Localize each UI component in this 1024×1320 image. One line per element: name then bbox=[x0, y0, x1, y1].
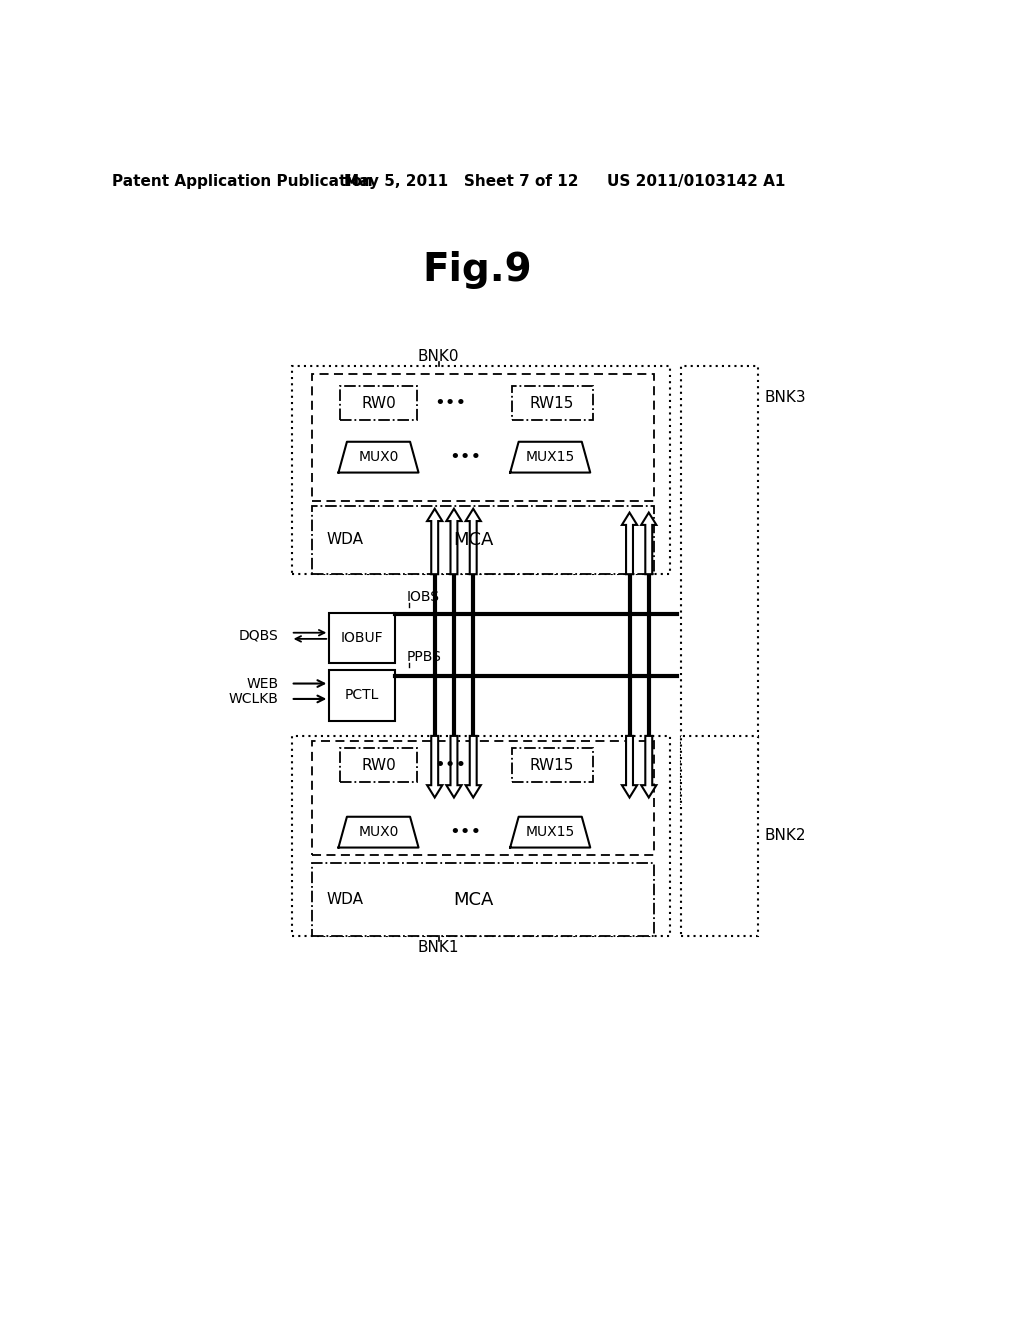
FancyArrow shape bbox=[427, 508, 442, 574]
Text: IOBUF: IOBUF bbox=[341, 631, 383, 644]
FancyArrow shape bbox=[466, 737, 481, 797]
Text: WCLKB: WCLKB bbox=[228, 692, 279, 706]
Text: PCTL: PCTL bbox=[345, 689, 379, 702]
Text: RW15: RW15 bbox=[529, 758, 573, 772]
Text: RW0: RW0 bbox=[361, 758, 396, 772]
Text: RW15: RW15 bbox=[529, 396, 573, 411]
Text: BNK3: BNK3 bbox=[764, 389, 806, 405]
FancyArrow shape bbox=[622, 512, 637, 574]
Text: •••: ••• bbox=[450, 449, 481, 466]
Text: BNK1: BNK1 bbox=[418, 940, 460, 956]
Polygon shape bbox=[339, 442, 419, 473]
Text: MCA: MCA bbox=[453, 531, 494, 549]
Text: MUX0: MUX0 bbox=[358, 825, 398, 840]
Text: MUX0: MUX0 bbox=[358, 450, 398, 465]
Text: WDA: WDA bbox=[327, 892, 364, 907]
Bar bbox=[292, 367, 670, 574]
Bar bbox=[311, 863, 654, 936]
FancyArrow shape bbox=[641, 512, 656, 574]
Bar bbox=[340, 385, 417, 420]
FancyArrow shape bbox=[446, 737, 462, 797]
Bar bbox=[681, 737, 758, 936]
Bar bbox=[512, 385, 593, 420]
Text: Fig.9: Fig.9 bbox=[422, 251, 531, 289]
Text: DQBS: DQBS bbox=[239, 628, 279, 643]
Text: •••: ••• bbox=[434, 756, 466, 774]
Polygon shape bbox=[510, 817, 590, 847]
Bar bbox=[340, 748, 417, 781]
Text: US 2011/0103142 A1: US 2011/0103142 A1 bbox=[607, 174, 785, 189]
Text: WEB: WEB bbox=[247, 677, 279, 690]
FancyArrow shape bbox=[427, 737, 442, 797]
Bar bbox=[330, 671, 394, 721]
Text: WDA: WDA bbox=[327, 532, 364, 546]
Text: PPBS: PPBS bbox=[407, 651, 441, 664]
Polygon shape bbox=[510, 442, 590, 473]
FancyArrow shape bbox=[622, 737, 637, 797]
Text: MUX15: MUX15 bbox=[525, 450, 574, 465]
Text: IOBS: IOBS bbox=[407, 590, 439, 605]
FancyArrow shape bbox=[466, 508, 481, 574]
FancyArrow shape bbox=[641, 737, 656, 797]
Text: RW0: RW0 bbox=[361, 396, 396, 411]
FancyArrow shape bbox=[446, 508, 462, 574]
Bar bbox=[315, 511, 376, 570]
Text: BNK0: BNK0 bbox=[418, 348, 460, 364]
Bar bbox=[311, 507, 654, 574]
Polygon shape bbox=[339, 817, 419, 847]
Text: •••: ••• bbox=[450, 824, 481, 841]
Bar bbox=[292, 737, 670, 936]
Bar bbox=[311, 374, 654, 502]
Bar bbox=[512, 748, 593, 781]
Bar bbox=[315, 869, 376, 932]
Text: MUX15: MUX15 bbox=[525, 825, 574, 840]
Text: May 5, 2011   Sheet 7 of 12: May 5, 2011 Sheet 7 of 12 bbox=[344, 174, 579, 189]
Bar bbox=[330, 612, 394, 663]
Bar bbox=[681, 367, 758, 805]
Text: Patent Application Publication: Patent Application Publication bbox=[112, 174, 373, 189]
Text: BNK2: BNK2 bbox=[764, 829, 806, 843]
Bar bbox=[311, 742, 654, 855]
Text: MCA: MCA bbox=[453, 891, 494, 909]
Text: •••: ••• bbox=[434, 395, 466, 412]
